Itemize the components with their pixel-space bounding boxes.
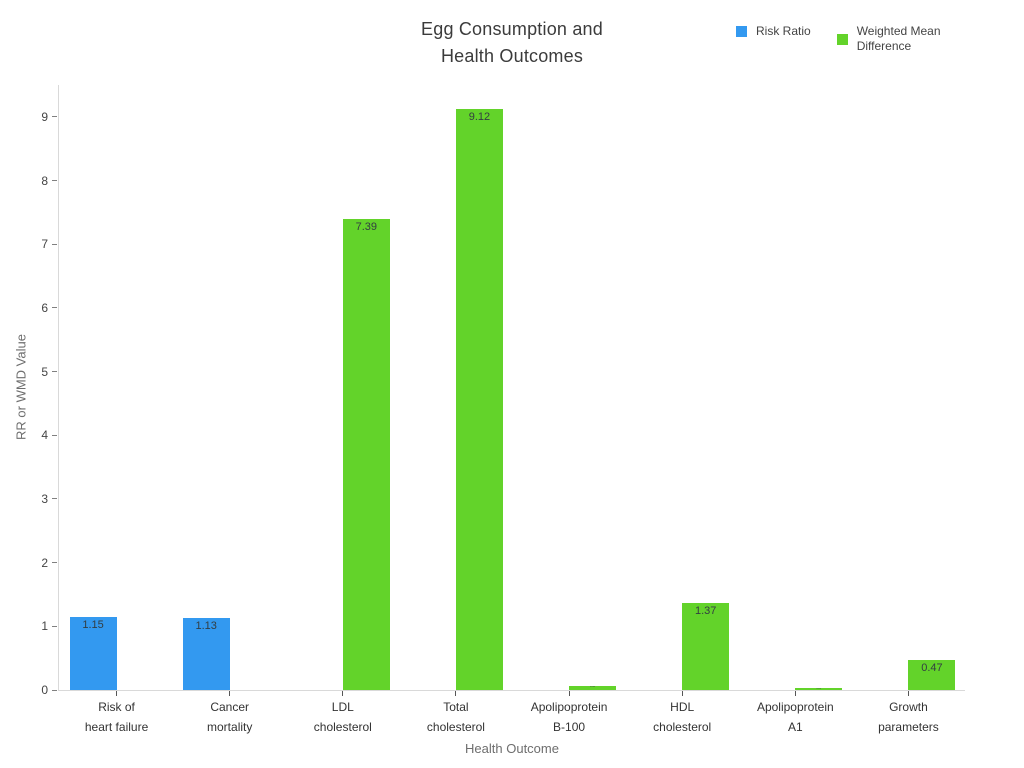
x-tick-label-line: LDL (331, 700, 354, 714)
y-tick-label: 5 (41, 364, 48, 379)
x-tick-label-line: HDL (670, 700, 695, 714)
x-tick-label-line: Growth (889, 700, 928, 714)
y-tick-label: 4 (41, 428, 48, 443)
bar-apolipoprotein-a1[interactable]: 0.03 (795, 688, 843, 690)
x-tick-label-cancer-mortality: Cancer mortality (173, 697, 286, 737)
chart-title: Egg Consumption and Health Outcomes (0, 16, 1024, 70)
x-tick-mark (116, 691, 118, 696)
x-tick-label-apolipoprotein-b-100: Apolipoprotein B-100 (513, 697, 626, 737)
bar-value-label: 0.06 (590, 686, 596, 689)
x-tick-label-line: B-100 (553, 720, 586, 734)
y-tick-mark (52, 498, 57, 500)
y-tick-mark (52, 562, 57, 564)
x-tick-mark (455, 691, 457, 696)
bar-ldl-cholesterol[interactable]: 7.39 (342, 219, 390, 690)
bar-value-label: 1.15 (82, 618, 104, 631)
x-tick-label-ldl-cholesterol: LDL cholesterol (286, 697, 399, 737)
x-tick-mark (794, 691, 796, 696)
bar-hdl-cholesterol[interactable]: 1.37 (682, 602, 730, 690)
x-tick-label-line: Risk of (98, 700, 135, 714)
bar-value-label: 1.13 (195, 620, 217, 633)
x-tick-label-line: Total (443, 700, 469, 714)
y-tick-label: 6 (41, 300, 48, 315)
bar-value-label: 0.47 (921, 662, 943, 675)
x-tick-label-apolipoprotein-a1: Apolipoprotein A1 (739, 697, 852, 737)
y-tick-label: 0 (41, 683, 48, 697)
legend-label: Weighted Mean Difference (857, 24, 941, 54)
y-axis-title: RR or WMD Value (13, 334, 29, 440)
y-tick-mark (52, 243, 57, 245)
legend-swatch-icon (836, 33, 848, 45)
bar-value-label: 7.39 (355, 221, 378, 234)
bar-risk-of-heart-failure[interactable]: 1.15 (69, 616, 117, 690)
y-tick-label: 7 (41, 237, 48, 252)
legend-label-line: Difference (856, 39, 912, 53)
x-tick-mark (342, 691, 344, 696)
y-tick-label: 1 (41, 619, 48, 634)
x-tick-label-line: cholesterol (653, 720, 712, 734)
bar-total-cholesterol[interactable]: 9.12 (455, 109, 503, 690)
x-tick-label-line: parameters (878, 720, 939, 734)
legend: Risk Ratio Weighted Mean Difference (736, 24, 941, 54)
bar-cancer-mortality[interactable]: 1.13 (182, 618, 230, 690)
legend-label: Risk Ratio (756, 24, 811, 39)
y-tick-label: 8 (41, 173, 48, 188)
x-tick-mark (229, 691, 231, 696)
bar-growth-parameters[interactable]: 0.47 (908, 660, 956, 690)
x-axis-line (58, 690, 965, 691)
legend-label-line: Risk Ratio (756, 24, 811, 38)
x-tick-label-line: Apolipoprotein (756, 700, 834, 714)
y-axis-line (58, 85, 59, 691)
x-tick-label-total-cholesterol: Total cholesterol (399, 697, 512, 737)
x-tick-label-line: Cancer (210, 700, 250, 714)
y-tick-label: 3 (41, 491, 48, 506)
legend-swatch-icon (736, 26, 747, 37)
chart-title-line-1: Egg Consumption and (421, 19, 603, 39)
y-tick-mark (52, 180, 57, 182)
x-tick-mark (681, 691, 683, 696)
x-tick-label-line: Apolipoprotein (530, 700, 608, 714)
x-tick-label-line: heart failure (84, 720, 149, 734)
x-tick-label-line: A1 (787, 720, 803, 734)
bar-value-label: 1.37 (694, 604, 717, 617)
plot-area: 0 1 2 3 4 5 6 7 8 9 Risk of heart failure Cancer mort… (41, 85, 965, 734)
x-tick-label-line: mortality (207, 720, 253, 734)
legend-label-line: Weighted Mean (856, 24, 941, 38)
x-tick-label-line: cholesterol (313, 720, 372, 734)
legend-item-weighted-mean-difference[interactable]: Weighted Mean Difference (836, 24, 941, 54)
y-tick-mark (52, 689, 57, 691)
y-tick-mark (52, 116, 57, 118)
y-tick-mark (52, 371, 57, 373)
x-tick-label-growth-parameters: Growth parameters (852, 697, 965, 737)
x-tick-mark (568, 691, 570, 696)
y-tick-mark (52, 307, 57, 309)
x-tick-label-hdl-cholesterol: HDL cholesterol (626, 697, 739, 737)
y-tick-mark (52, 434, 57, 436)
bar-apolipoprotein-b-100[interactable]: 0.06 (569, 686, 617, 690)
x-tick-label-risk-of-heart-failure: Risk of heart failure (60, 697, 173, 737)
bar-value-label: 9.12 (468, 111, 491, 124)
bar-value-label: 0.03 (816, 688, 821, 690)
y-tick-mark (52, 625, 57, 627)
legend-item-risk-ratio[interactable]: Risk Ratio (736, 24, 811, 39)
x-tick-label-line: cholesterol (426, 720, 485, 734)
chart-title-line-2: Health Outcomes (440, 46, 584, 66)
x-tick-mark (907, 691, 909, 696)
y-tick-label: 2 (41, 555, 48, 570)
y-tick-label: 9 (41, 109, 48, 124)
x-axis-title: Health Outcome (465, 741, 559, 756)
